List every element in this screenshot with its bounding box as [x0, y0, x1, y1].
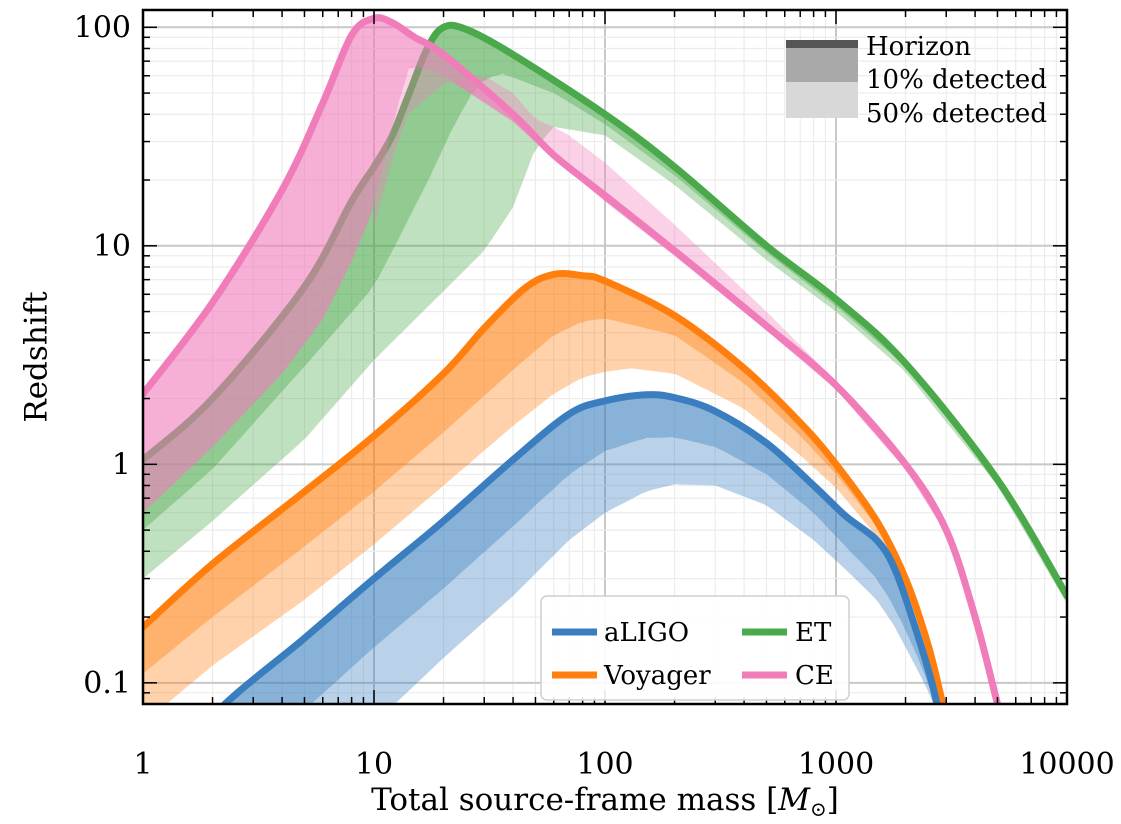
aligo-band-50pct — [311, 437, 936, 704]
x-tick-label: 10000 — [1019, 747, 1114, 782]
aligo-band-10pct — [227, 395, 937, 704]
legend-voyager-label: Voyager — [603, 661, 711, 691]
legend-ce-label: CE — [795, 661, 834, 691]
x-axis-unit: M — [777, 782, 811, 818]
voyager-band-10pct — [143, 274, 943, 704]
legend-horizon-label: Horizon — [866, 32, 971, 62]
legend-aligo-label: aLIGO — [604, 618, 689, 648]
series-layer — [143, 14, 1067, 704]
aligo-horizon-line — [219, 391, 941, 704]
legend-50pct-swatch — [786, 82, 858, 118]
x-axis-label: Total source-frame mass [M⊙] — [371, 782, 839, 821]
y-tick-label: 1 — [112, 447, 131, 482]
ce-horizon-line — [143, 14, 1001, 704]
y-axis-label: Redshift — [19, 291, 55, 423]
ce-band-10pct — [143, 19, 998, 704]
legend-10pct-swatch — [786, 48, 858, 82]
legend-10pct-label: 10% detected — [866, 65, 1047, 95]
y-tick-label: 10 — [93, 229, 131, 264]
axis-ticks: 1 10 100 1000 10000 0.1 1 10 100 — [74, 10, 1115, 782]
x-tick-label: 100 — [576, 747, 633, 782]
y-tick-label: 100 — [74, 10, 131, 45]
x-tick-label: 10 — [355, 747, 393, 782]
y-tick-label: 0.1 — [83, 666, 131, 701]
x-tick-label: 1 — [133, 747, 152, 782]
legend-horizon-line — [786, 40, 858, 48]
legend-et-label: ET — [795, 618, 832, 648]
detector-legend: aLIGO Voyager ET CE — [540, 595, 850, 701]
band-legend: Horizon 10% detected 50% detected — [786, 32, 1047, 129]
voyager-horizon-line — [143, 270, 947, 704]
x-axis-unit-subscript: ⊙ — [810, 797, 827, 821]
voyager-band-50pct — [143, 318, 943, 704]
y-axis-label-group: Redshift — [19, 291, 55, 423]
legend-50pct-label: 50% detected — [866, 99, 1047, 129]
x-axis-label-text: Total source-frame mass — [371, 782, 756, 818]
x-tick-label: 1000 — [798, 747, 874, 782]
